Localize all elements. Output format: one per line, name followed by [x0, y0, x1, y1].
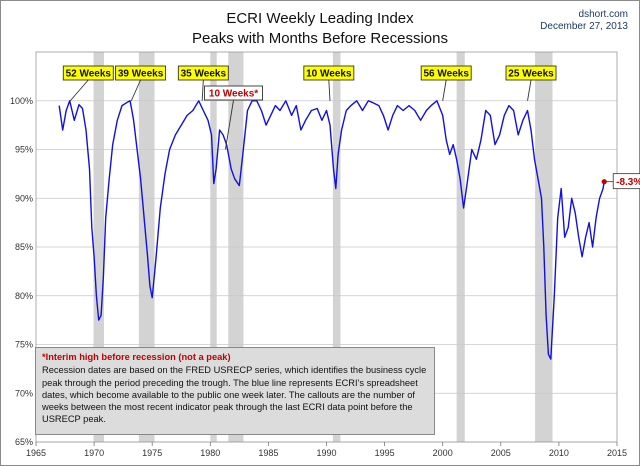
- index-line: [58, 100, 605, 360]
- x-tick-label: 2000: [433, 448, 453, 458]
- callout-box: [420, 65, 472, 81]
- callout-box: [303, 65, 355, 81]
- callout-pointer: [201, 79, 204, 101]
- x-tick-label: 1975: [142, 448, 162, 458]
- callout-box: [204, 85, 263, 101]
- callout-pointer: [328, 79, 331, 101]
- y-tick-label: 95%: [15, 145, 33, 155]
- callout-label: 25 Weeks: [508, 69, 554, 80]
- x-tick-label: 1990: [316, 448, 336, 458]
- source-label: dshort.com: [578, 9, 628, 20]
- chart-subtitle: Peaks with Months Before Recessions: [192, 30, 448, 47]
- callout-pointer: [130, 79, 141, 101]
- callout-box: [62, 65, 114, 81]
- date-label: December 27, 2013: [540, 21, 628, 32]
- x-tick-label: 1965: [26, 448, 46, 458]
- callout-box: [177, 65, 229, 81]
- callouts: 52 Weeks 39 Weeks 35 Weeks 10 Weeks 56 Weeks…: [62, 65, 557, 150]
- callout-pointer: [224, 99, 234, 150]
- callout-pointer: [69, 79, 89, 102]
- callout-box: [505, 65, 557, 81]
- y-tick-label: 90%: [15, 193, 33, 203]
- chart-title: ECRI Weekly Leading Index: [226, 10, 414, 27]
- series-line-group: [58, 100, 605, 360]
- callout-label: 10 Weeks: [306, 69, 352, 80]
- callout-label: 39 Weeks: [118, 69, 164, 80]
- latest-point: [601, 179, 607, 185]
- y-tick-label: 80%: [15, 291, 33, 301]
- x-tick-label: 2005: [491, 448, 511, 458]
- y-tick-label: 65%: [15, 437, 33, 447]
- x-tick-label: 2015: [607, 448, 627, 458]
- y-tick-label: 70%: [15, 388, 33, 398]
- footnote-body: Recession dates are based on the FRED US…: [42, 365, 427, 425]
- callout-box: [115, 65, 167, 81]
- callout-label: 35 Weeks: [181, 69, 227, 80]
- x-tick-label: 1970: [84, 448, 104, 458]
- y-tick-label: 75%: [15, 340, 33, 350]
- footnote-box: *Interim high before recession (not a pe…: [35, 347, 435, 435]
- callout-pointer: [442, 79, 447, 101]
- latest-label: -8.3%: [616, 177, 640, 188]
- callout-label: 56 Weeks: [423, 69, 469, 80]
- latest-value: -8.3%: [601, 173, 640, 190]
- y-tick-label: 100%: [10, 96, 33, 106]
- axes: 65% 70% 75% 80% 85% 90% 95% 100% 1965 1970 1975 198…: [10, 51, 627, 458]
- callout-pointer: [527, 79, 532, 101]
- x-tick-label: 1985: [258, 448, 278, 458]
- footnote-title: *Interim high before recession (not a pe…: [42, 352, 231, 362]
- y-tick-label: 85%: [15, 242, 33, 252]
- callout-label: 10 Weeks*: [209, 89, 258, 100]
- x-tick-label: 1995: [375, 448, 395, 458]
- x-tick-label: 2010: [549, 448, 569, 458]
- x-tick-label: 1980: [200, 448, 220, 458]
- latest-box: [612, 173, 640, 190]
- callout-label: 52 Weeks: [66, 69, 112, 80]
